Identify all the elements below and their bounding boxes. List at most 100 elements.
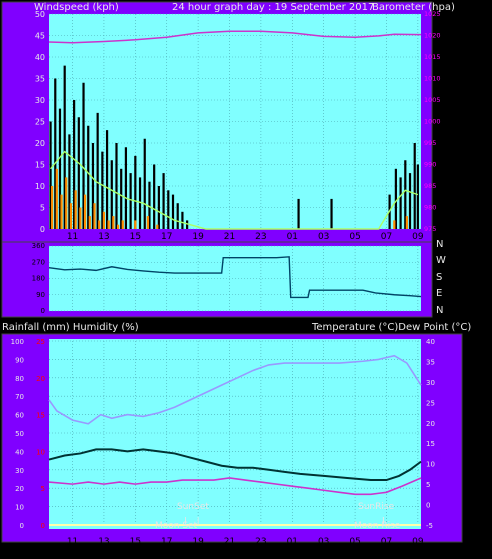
chart-title: 24 hour graph day : 19 September 2017: [172, 2, 374, 13]
compass-label-s: S: [436, 272, 442, 283]
barometer-y-tick-label: 1010: [424, 75, 441, 83]
temperature-x-tick-label: 15: [130, 537, 141, 547]
temperature-y-tick-label: 30: [426, 379, 435, 387]
wind-x-tick-label: 21: [224, 232, 235, 242]
wind-y-tick-label: 25: [35, 118, 45, 127]
wind-y-tick-label: 50: [35, 10, 45, 19]
direction-line: [48, 256, 422, 299]
direction-y-tick-label: 270: [32, 258, 45, 266]
direction-y-tick-label: 180: [32, 275, 45, 283]
barometer-y-tick-label: 995: [424, 139, 436, 147]
barometer-y-tick-label: 1000: [424, 118, 441, 126]
wind-y-tick-label: 5: [40, 204, 45, 213]
humidity-line: [48, 354, 422, 425]
temperature-x-tick-label: 01: [287, 537, 298, 547]
direction-y-tick-label: 0: [41, 307, 45, 315]
wind-x-tick-label: 01: [287, 232, 298, 242]
grid: [49, 13, 421, 526]
dewpoint-line: [48, 477, 422, 496]
humidity-y-tick-label: 80: [15, 375, 24, 383]
humidity-y-tick-label: 70: [15, 393, 24, 401]
humidity-y-tick-label: 50: [15, 430, 24, 438]
barometer-y-tick-label: 990: [424, 161, 436, 169]
compass-label-e: E: [436, 288, 442, 299]
barometer-y-tick-label: 985: [424, 182, 436, 190]
temperature-y-tick-label: 40: [426, 338, 435, 346]
rain-y-tick-label: 10: [36, 448, 45, 456]
wind-y-tick-label: 20: [35, 139, 45, 148]
wind-x-tick-label: 13: [98, 232, 109, 242]
gust-line: [50, 150, 419, 230]
sunset-label: SunSet: [177, 502, 209, 512]
wind-x-tick-label: 09: [412, 232, 424, 242]
humidity-y-tick-label: 40: [15, 448, 24, 456]
humidity-y-tick-label: 20: [15, 485, 24, 493]
rain-y-tick-label: 25: [36, 338, 45, 346]
temperature-x-tick-label: 03: [318, 537, 329, 547]
rain-y-tick-label: 5: [41, 485, 45, 493]
humidity-y-tick-label: 90: [15, 356, 24, 364]
temperature-axis-title: Temperature (°C)Dew Point (°C): [311, 322, 471, 333]
wind-y-tick-label: 35: [35, 75, 45, 84]
barometer-y-tick-label: 975: [424, 225, 436, 233]
wind-x-tick-label: 03: [318, 232, 329, 242]
temperature-x-tick-label: 09: [412, 537, 424, 547]
humidity-y-tick-label: 30: [15, 467, 24, 475]
compass-label-n-top: N: [436, 239, 443, 250]
wind-y-tick-label: 45: [35, 32, 45, 41]
barometer-y-tick-label: 1015: [424, 53, 441, 61]
wind-x-tick-label: 17: [161, 232, 172, 242]
temperature-x-tick-label: 17: [161, 537, 172, 547]
wind-x-tick-label: 05: [349, 232, 360, 242]
compass-label-w: W: [436, 255, 446, 266]
wind-axis-title: Windspeed (kph): [34, 2, 119, 13]
rain-y-tick-label: 20: [36, 375, 45, 383]
humidity-y-tick-label: 0: [20, 522, 24, 530]
temperature-y-tick-label: 35: [426, 358, 435, 366]
temperature-x-tick-label: 07: [381, 537, 392, 547]
wind-y-tick-label: 0: [40, 225, 45, 234]
temperature-y-tick-label: 15: [426, 440, 435, 448]
moonset-label: Moon Set: [155, 521, 198, 531]
wind-y-tick-label: 40: [35, 53, 45, 62]
compass-label-n-bottom: N: [436, 305, 443, 316]
rain-y-tick-label: 15: [36, 412, 45, 420]
wind-x-tick-label: 23: [255, 232, 266, 242]
humidity-y-tick-label: 60: [15, 412, 24, 420]
temperature-x-tick-label: 23: [255, 537, 266, 547]
temperature-plot-area: [49, 339, 421, 529]
barometer-y-tick-label: 1020: [424, 32, 441, 40]
sunrise-label: SunRise: [358, 502, 395, 512]
wind-y-tick-label: 15: [35, 161, 45, 170]
direction-y-tick-label: 360: [32, 242, 45, 250]
wind-x-tick-label: 19: [192, 232, 204, 242]
series: [48, 30, 422, 526]
temperature-y-tick-label: 25: [426, 399, 435, 407]
temperature-x-tick-label: 21: [224, 537, 235, 547]
temperature-y-tick-label: -5: [426, 522, 433, 530]
barometer-axis-title: Barometer (hpa): [372, 2, 455, 13]
direction-y-tick-label: 90: [36, 291, 45, 299]
humidity-y-tick-label: 10: [15, 504, 24, 512]
temperature-line: [48, 448, 422, 482]
barometer-y-tick-label: 1005: [424, 96, 441, 104]
temperature-y-tick-label: 0: [426, 502, 430, 510]
barometer-y-tick-label: 980: [424, 204, 436, 212]
temperature-x-tick-label: 13: [98, 537, 109, 547]
temperature-x-tick-label: 05: [349, 537, 360, 547]
temperature-y-tick-label: 5: [426, 481, 430, 489]
temperature-y-tick-label: 20: [426, 420, 435, 428]
wind-y-tick-label: 30: [35, 96, 45, 105]
rain-y-tick-label: 0: [41, 522, 45, 530]
humidity-y-tick-label: 100: [11, 338, 24, 346]
temperature-x-tick-label: 19: [192, 537, 204, 547]
moonrise-label: Moon Rise: [354, 521, 401, 531]
wind-x-tick-label: 07: [381, 232, 392, 242]
temperature-x-tick-label: 11: [67, 537, 78, 547]
temperature-y-tick-label: 10: [426, 461, 435, 469]
wind-y-tick-label: 10: [35, 182, 45, 191]
rain-humidity-axis-title: Rainfall (mm) Humidity (%): [2, 322, 139, 333]
wind-x-tick-label: 11: [67, 232, 78, 242]
